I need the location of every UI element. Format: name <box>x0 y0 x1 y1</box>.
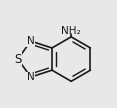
Text: S: S <box>14 53 21 66</box>
Text: NH₂: NH₂ <box>61 26 81 36</box>
Text: N: N <box>27 36 35 46</box>
Text: N: N <box>27 72 35 82</box>
